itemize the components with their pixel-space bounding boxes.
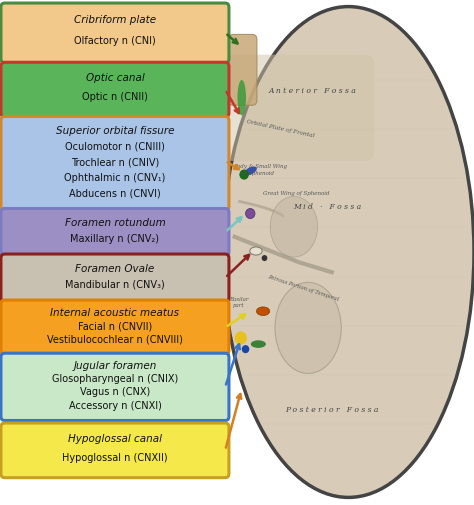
Text: Cribriform plate: Cribriform plate xyxy=(74,16,156,25)
Circle shape xyxy=(239,170,249,180)
Text: Facial n (CNVII): Facial n (CNVII) xyxy=(78,321,152,331)
Text: Maxillary n (CNV₂): Maxillary n (CNV₂) xyxy=(71,233,159,243)
Text: Vagus n (CNX): Vagus n (CNX) xyxy=(80,387,150,396)
Ellipse shape xyxy=(223,8,474,497)
FancyBboxPatch shape xyxy=(1,255,229,302)
FancyBboxPatch shape xyxy=(228,35,257,106)
Text: Mandibular n (CNV₃): Mandibular n (CNV₃) xyxy=(65,279,165,289)
FancyBboxPatch shape xyxy=(1,300,229,355)
Circle shape xyxy=(235,332,247,345)
Text: Hypoglossal canal: Hypoglossal canal xyxy=(68,433,162,443)
Text: Petrous Portion of Temporal: Petrous Portion of Temporal xyxy=(267,274,339,301)
Ellipse shape xyxy=(244,167,257,176)
Circle shape xyxy=(262,256,267,262)
Ellipse shape xyxy=(251,341,266,348)
Text: part: part xyxy=(233,302,245,308)
Text: Superior orbital fissure: Superior orbital fissure xyxy=(56,126,174,135)
Ellipse shape xyxy=(237,81,246,116)
Text: Accessory n (CNXI): Accessory n (CNXI) xyxy=(69,400,161,410)
Text: M i d   ·   F o s s a: M i d · F o s s a xyxy=(293,203,361,211)
FancyBboxPatch shape xyxy=(1,4,229,64)
Text: Ophthalmic n (CNV₁): Ophthalmic n (CNV₁) xyxy=(64,172,165,182)
Text: Jugular foramen: Jugular foramen xyxy=(73,361,156,370)
Text: Body & Small Wing: Body & Small Wing xyxy=(233,164,287,169)
FancyBboxPatch shape xyxy=(1,117,229,211)
Circle shape xyxy=(242,345,249,353)
Text: Oculomotor n (CNIII): Oculomotor n (CNIII) xyxy=(65,141,165,151)
Text: Olfactory n (CNI): Olfactory n (CNI) xyxy=(74,36,156,46)
Text: Trochlear n (CNIV): Trochlear n (CNIV) xyxy=(71,157,159,167)
Text: Basilar: Basilar xyxy=(229,296,249,301)
Text: Great Wing of Sphenoid: Great Wing of Sphenoid xyxy=(263,190,329,195)
FancyBboxPatch shape xyxy=(1,354,229,421)
Text: Optic canal: Optic canal xyxy=(86,73,144,83)
Ellipse shape xyxy=(275,283,341,374)
Text: Abducens n (CNVI): Abducens n (CNVI) xyxy=(69,188,161,198)
Ellipse shape xyxy=(256,307,270,316)
Circle shape xyxy=(246,209,255,219)
Text: Orbital Plate of Frontal: Orbital Plate of Frontal xyxy=(246,119,315,138)
Text: Foramen Ovale: Foramen Ovale xyxy=(75,263,155,273)
Text: Vestibulocochlear n (CNVIII): Vestibulocochlear n (CNVIII) xyxy=(47,334,183,344)
Text: of Sphenoid: of Sphenoid xyxy=(241,171,274,176)
Ellipse shape xyxy=(270,197,318,258)
Text: Glosopharyngeal n (CNIX): Glosopharyngeal n (CNIX) xyxy=(52,374,178,383)
FancyBboxPatch shape xyxy=(223,56,374,162)
FancyBboxPatch shape xyxy=(1,209,229,257)
FancyBboxPatch shape xyxy=(1,423,229,478)
FancyBboxPatch shape xyxy=(1,63,229,118)
Ellipse shape xyxy=(250,247,262,256)
Text: P o s t e r i o r   F o s s a: P o s t e r i o r F o s s a xyxy=(285,405,378,413)
Text: A n t e r i o r   F o s s a: A n t e r i o r F o s s a xyxy=(269,87,357,95)
Text: Hypoglossal n (CNXII): Hypoglossal n (CNXII) xyxy=(62,452,168,462)
Text: Optic n (CNII): Optic n (CNII) xyxy=(82,92,148,102)
Text: Foramen rotundum: Foramen rotundum xyxy=(64,218,165,228)
Text: Internal acoustic meatus: Internal acoustic meatus xyxy=(50,308,180,318)
